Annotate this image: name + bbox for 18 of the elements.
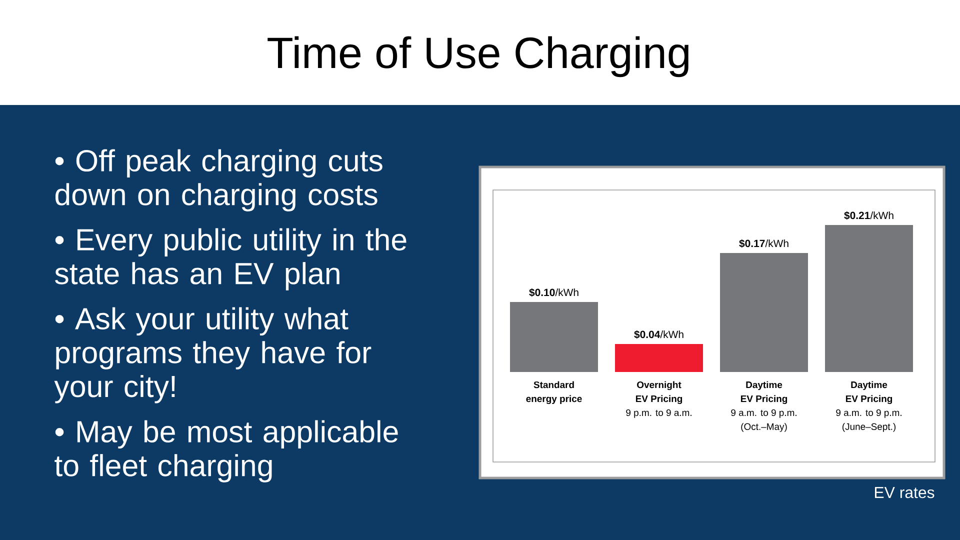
chart-title: Time of Use Charging [268,36,688,78]
data-label: $0.17/kWh [739,239,788,248]
data-label: $0.21/kWh [844,211,894,220]
text: • Ask your utility what programs they have for your city! [54,307,372,404]
text: • Every public utility in the state has an EV plan [55,228,406,290]
x-tick-label: Daytime EV Pricing 9 a.m. to 9 p.m. (Oct.–May) [731,381,796,432]
bar [510,302,598,372]
data-label: $0.10/kWh [529,288,578,297]
text: • May be most applicable to fleet charging [54,420,398,482]
bar [720,253,808,372]
text: EV rates [874,487,934,498]
x-tick-label: Daytime EV Pricing 9 a.m. to 9 p.m. (June–Sept.) [836,381,902,432]
data-label: $0.04/kWh [634,330,684,339]
x-tick-label: Standard energy price [526,381,582,404]
bar [615,344,704,372]
text: • Off peak charging cuts down on charging costs [55,149,382,212]
x-tick-label: Overnight EV Pricing 9 p.m. to 9 a.m. [626,381,692,418]
bar [825,224,914,372]
